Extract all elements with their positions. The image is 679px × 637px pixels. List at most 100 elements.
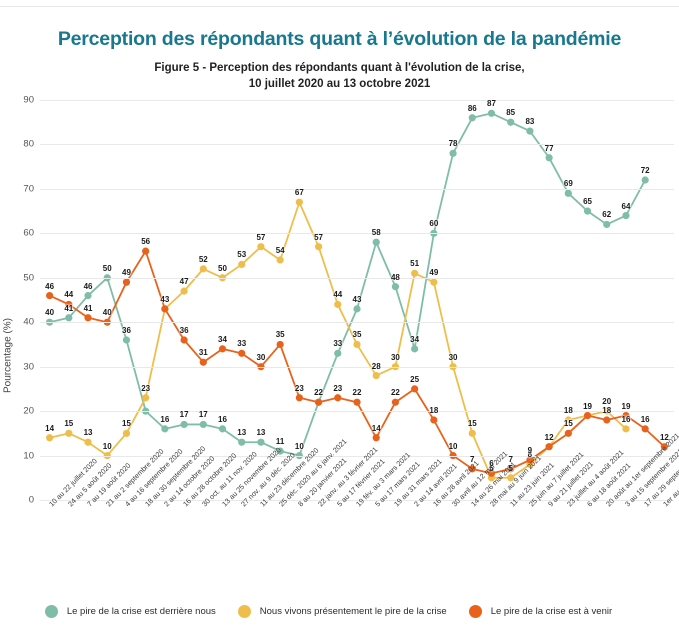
data-point[interactable] [122, 278, 131, 286]
data-point-label: 57 [314, 232, 324, 242]
chart-legend: Le pire de la crise est derrière nous Nou… [0, 596, 679, 626]
data-point[interactable] [603, 416, 611, 424]
data-point[interactable] [353, 340, 361, 349]
data-point[interactable] [180, 336, 188, 344]
y-axis-tick: 20 [23, 405, 34, 417]
legend-item[interactable]: Le pire de la crise est à venir [468, 604, 612, 618]
data-point[interactable] [487, 469, 496, 477]
data-point[interactable] [391, 283, 400, 291]
data-point[interactable] [334, 394, 342, 402]
data-point[interactable] [161, 425, 169, 433]
data-point[interactable] [276, 340, 284, 349]
data-point[interactable] [199, 358, 207, 366]
data-point[interactable] [391, 398, 400, 406]
data-point[interactable] [238, 438, 246, 446]
data-point-label: 50 [102, 263, 112, 273]
data-point-label: 17 [179, 410, 189, 420]
data-point[interactable] [622, 211, 630, 220]
data-point[interactable] [430, 416, 438, 424]
data-point[interactable] [526, 456, 534, 464]
data-point[interactable] [238, 349, 246, 357]
data-point[interactable] [583, 411, 592, 420]
data-point[interactable] [257, 438, 265, 446]
data-point[interactable] [199, 420, 207, 429]
data-point-label: 41 [83, 303, 93, 313]
data-point[interactable] [314, 243, 323, 251]
data-point[interactable] [622, 411, 630, 420]
data-point-label: 31 [198, 348, 208, 358]
data-point-label: 13 [83, 428, 93, 438]
data-point[interactable] [65, 300, 73, 309]
data-point[interactable] [660, 443, 668, 451]
data-point[interactable] [526, 127, 534, 135]
data-point[interactable] [507, 474, 515, 482]
data-point[interactable] [84, 291, 92, 300]
legend-marker-icon [44, 604, 58, 618]
data-point[interactable] [142, 394, 150, 402]
data-point[interactable] [545, 443, 553, 451]
data-point[interactable] [334, 349, 342, 357]
data-point[interactable] [564, 416, 572, 424]
data-point[interactable] [238, 260, 246, 269]
data-point[interactable] [295, 198, 303, 206]
data-point[interactable] [372, 371, 380, 380]
legend-item[interactable]: Nous vivons présentement le pire de la c… [237, 604, 447, 618]
data-point[interactable] [545, 154, 553, 162]
data-point[interactable] [257, 243, 265, 251]
data-point[interactable] [641, 425, 649, 433]
data-point-label: 65 [583, 197, 592, 207]
data-point[interactable] [372, 434, 380, 442]
data-point[interactable] [507, 118, 515, 126]
data-point[interactable] [411, 385, 419, 393]
data-point[interactable] [180, 287, 188, 295]
data-point-label: 13 [237, 428, 247, 438]
legend-item[interactable]: Le pire de la crise est derrière nous [44, 604, 216, 618]
data-point[interactable] [564, 189, 572, 197]
data-point-label: 11 [275, 437, 285, 447]
data-point[interactable] [295, 394, 303, 402]
data-point[interactable] [468, 114, 476, 122]
data-point[interactable] [180, 420, 188, 429]
data-point[interactable] [430, 278, 438, 286]
data-point[interactable] [372, 238, 380, 246]
data-point[interactable] [449, 149, 457, 157]
data-point[interactable] [334, 300, 342, 309]
data-point[interactable] [314, 398, 323, 406]
data-point[interactable] [218, 345, 227, 353]
data-point[interactable] [122, 429, 131, 437]
data-point[interactable] [122, 336, 131, 344]
data-point-label: 33 [333, 339, 343, 349]
data-point[interactable] [46, 291, 54, 300]
data-point[interactable] [199, 265, 207, 273]
data-point[interactable] [84, 438, 92, 446]
data-point[interactable] [564, 429, 572, 437]
data-point-label: 49 [122, 268, 131, 278]
data-point-label: 46 [83, 281, 93, 291]
data-point[interactable] [353, 305, 361, 313]
data-point[interactable] [142, 247, 150, 255]
data-point[interactable] [218, 425, 227, 433]
data-point[interactable] [276, 447, 284, 455]
data-point[interactable] [641, 176, 649, 184]
y-axis-tick: 50 [23, 272, 34, 284]
data-point[interactable] [468, 429, 476, 437]
data-point[interactable] [603, 220, 611, 229]
data-point[interactable] [65, 429, 73, 437]
data-point[interactable] [411, 345, 419, 353]
data-point[interactable] [65, 314, 73, 322]
data-point[interactable] [583, 207, 592, 215]
data-point-label: 30 [256, 352, 266, 362]
data-point[interactable] [161, 305, 169, 313]
data-point[interactable] [487, 109, 496, 117]
data-point[interactable] [468, 465, 476, 473]
data-point[interactable] [84, 314, 92, 322]
data-point-label: 40 [102, 308, 112, 318]
data-point-label: 50 [218, 263, 227, 273]
data-point[interactable] [507, 465, 515, 473]
data-point[interactable] [276, 256, 284, 264]
data-point[interactable] [353, 398, 361, 406]
data-point[interactable] [622, 425, 630, 433]
gridline [40, 233, 674, 235]
data-point[interactable] [411, 269, 419, 277]
data-point[interactable] [46, 434, 54, 442]
